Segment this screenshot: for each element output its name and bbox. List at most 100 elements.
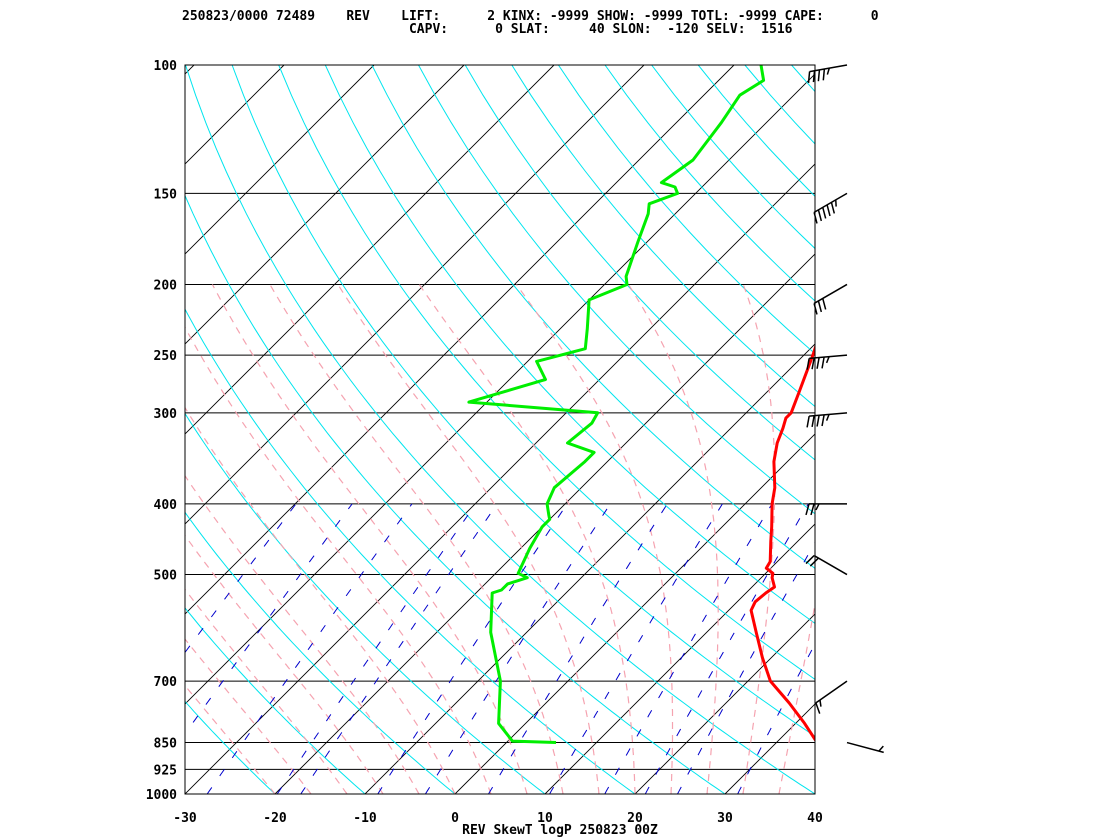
header-line-2: CAPV: 0 SLAT: 40 SLON: -120 SELV: 1516	[182, 22, 793, 37]
moist-adiabat-line	[418, 284, 636, 794]
isotherm-line	[185, 65, 285, 165]
isotherm-line	[185, 65, 735, 615]
header-line-1: 250823/0000 72489 REV LIFT: 2 KINX: -999…	[182, 9, 879, 24]
mixing-ratio-line	[300, 503, 498, 794]
wind-barb-feather	[806, 358, 810, 370]
wind-barb-feather	[805, 503, 810, 516]
dry-adiabat-line	[185, 700, 276, 794]
wind-barb-staff	[813, 283, 848, 305]
isotherm-line	[185, 65, 645, 525]
wind-barb-feather	[806, 415, 810, 428]
moist-adiabat-line	[185, 588, 348, 794]
isotherm-line	[185, 163, 815, 794]
dry-adiabat-line	[185, 65, 815, 794]
wind-barb	[805, 554, 848, 576]
dry-adiabat-line	[697, 65, 815, 197]
wind-barb	[807, 64, 848, 84]
wind-barb-feather	[825, 414, 830, 421]
moist-adiabat-line	[185, 684, 276, 794]
wind-barbs	[805, 64, 884, 754]
wind-barb-staff	[809, 412, 848, 417]
pressure-tick-label: 100	[154, 59, 178, 74]
dry-adiabat-line	[838, 65, 1120, 794]
moist-adiabat-line	[185, 638, 312, 794]
dry-adiabat-line	[231, 65, 815, 737]
pressure-tick-label: 150	[154, 187, 178, 202]
wind-barb-feather	[805, 555, 815, 565]
temperature-profile-line	[749, 343, 815, 743]
dry-adiabat-line	[185, 511, 456, 794]
isotherm-line	[724, 703, 815, 794]
dry-adiabat-line	[371, 65, 815, 569]
wind-barb	[815, 680, 848, 714]
wind-barb-feather	[821, 356, 825, 369]
wind-barb	[806, 412, 848, 428]
pressure-tick-label: 300	[154, 407, 178, 422]
wind-barb-feather	[825, 356, 830, 364]
dry-adiabat-line	[324, 65, 815, 625]
wind-barb	[813, 192, 848, 224]
wind-barb-staff	[809, 64, 848, 73]
wind-barb-feather	[821, 414, 825, 427]
wind-barb-staff	[813, 192, 848, 214]
plot-frame	[184, 64, 816, 795]
isotherm-line	[185, 65, 375, 255]
dry-adiabat-line	[185, 412, 546, 794]
pressure-tick-label: 400	[154, 498, 178, 513]
wind-barb-feather	[816, 357, 820, 369]
isotherm-line	[364, 343, 815, 794]
wind-barb-feather	[815, 702, 821, 714]
dry-adiabat-line	[185, 194, 726, 794]
dry-adiabat-line	[744, 65, 815, 145]
mixing-ratio-line	[377, 503, 568, 794]
isotherm-line	[0, 65, 104, 794]
moist-adiabat-line	[814, 791, 815, 794]
isotherm-line	[185, 65, 555, 435]
isotherm-line	[814, 793, 815, 794]
wind-barb-feather	[807, 71, 811, 84]
isotherm-line	[454, 433, 815, 794]
moist-adiabat-line	[627, 284, 719, 794]
wind-barb-feather	[813, 303, 818, 315]
dry-adiabat-line	[931, 65, 1120, 794]
dry-adiabat-line	[185, 607, 366, 794]
temperature-tick-label: -30	[173, 811, 197, 826]
wind-barb-feather	[813, 212, 818, 224]
wind-barb-feather	[822, 68, 826, 81]
wind-barb-feather	[822, 298, 827, 310]
dry-adiabat-line	[651, 65, 815, 250]
moist-adiabat-line	[185, 474, 420, 794]
wind-barb-feather	[819, 699, 822, 707]
pressure-tick-label: 850	[154, 737, 178, 752]
dry-adiabat-line	[885, 65, 1120, 794]
pressure-tick-label: 250	[154, 349, 178, 364]
wind-barb-feather	[809, 557, 819, 567]
temperature-tick-label: -20	[263, 811, 287, 826]
dry-adiabat-line	[604, 65, 815, 302]
isotherm-line	[0, 65, 14, 794]
isotherm-line	[634, 613, 815, 794]
wind-barb	[846, 741, 884, 754]
mixing-ratio-line	[206, 503, 413, 794]
temperature-tick-label: 0	[451, 811, 459, 826]
wind-barb-feather	[811, 415, 815, 428]
wind-barb-feather	[826, 204, 831, 217]
dry-adiabat-line	[557, 65, 815, 355]
temperature-tick-label: 10	[537, 811, 553, 826]
mixing-ratio-line	[488, 503, 668, 794]
pressure-tick-label: 500	[154, 569, 178, 584]
wind-barb-staff	[846, 741, 884, 754]
wind-barb-feather	[811, 357, 815, 370]
wind-barb-feather	[817, 209, 823, 222]
pressure-tick-label: 200	[154, 279, 178, 294]
wind-barb-feather	[822, 207, 827, 219]
moist-adiabat-line	[742, 284, 776, 794]
temperature-tick-label: 40	[807, 811, 823, 826]
mixing-ratio-line	[549, 503, 723, 794]
dry-adiabat-line	[464, 65, 815, 461]
temperature-tick-label: 20	[627, 811, 643, 826]
wind-barb	[805, 503, 847, 516]
moist-adiabat-line	[269, 284, 564, 794]
moist-adiabat-line	[185, 534, 384, 794]
